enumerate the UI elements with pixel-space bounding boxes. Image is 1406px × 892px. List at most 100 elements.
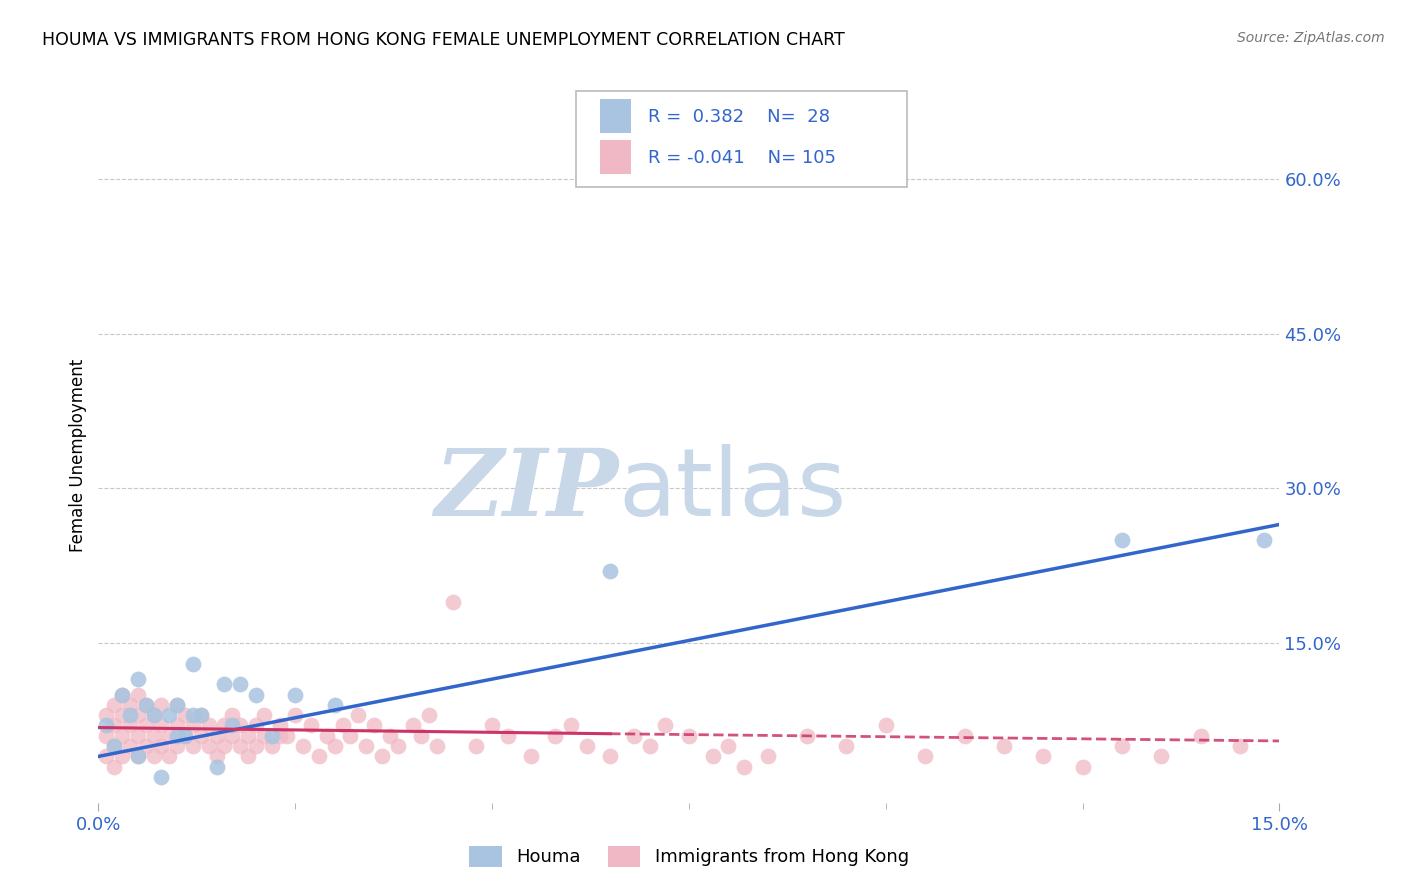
Point bbox=[599, 749, 621, 764]
Point bbox=[181, 657, 204, 671]
Point bbox=[142, 749, 165, 764]
Point bbox=[953, 729, 976, 743]
Point bbox=[308, 749, 330, 764]
Point bbox=[875, 718, 897, 732]
Point bbox=[323, 739, 346, 753]
Point bbox=[150, 698, 173, 712]
Point bbox=[426, 739, 449, 753]
Point bbox=[166, 729, 188, 743]
Point bbox=[1150, 749, 1173, 764]
Point bbox=[269, 729, 291, 743]
Point bbox=[181, 718, 204, 732]
Point bbox=[135, 698, 157, 712]
Text: Source: ZipAtlas.com: Source: ZipAtlas.com bbox=[1237, 31, 1385, 45]
Point bbox=[111, 708, 134, 723]
Point bbox=[236, 729, 259, 743]
Point bbox=[418, 708, 440, 723]
Point bbox=[1253, 533, 1275, 547]
Point bbox=[142, 708, 165, 723]
Point bbox=[157, 708, 180, 723]
Point bbox=[441, 595, 464, 609]
Point bbox=[190, 708, 212, 723]
Point bbox=[214, 677, 236, 691]
Point bbox=[411, 729, 433, 743]
Point bbox=[150, 718, 173, 732]
Point bbox=[118, 739, 141, 753]
Point bbox=[599, 564, 621, 578]
Point bbox=[229, 739, 252, 753]
Point bbox=[221, 708, 243, 723]
Point bbox=[205, 760, 228, 774]
Point bbox=[127, 688, 149, 702]
Point bbox=[103, 698, 125, 712]
Point bbox=[127, 672, 149, 686]
Point bbox=[174, 729, 197, 743]
Point bbox=[323, 698, 346, 712]
Point bbox=[733, 760, 755, 774]
Point bbox=[103, 739, 125, 753]
Point bbox=[229, 677, 252, 691]
Point bbox=[339, 729, 361, 743]
Point bbox=[993, 739, 1015, 753]
Point bbox=[575, 739, 598, 753]
Point bbox=[150, 739, 173, 753]
Text: HOUMA VS IMMIGRANTS FROM HONG KONG FEMALE UNEMPLOYMENT CORRELATION CHART: HOUMA VS IMMIGRANTS FROM HONG KONG FEMAL… bbox=[42, 31, 845, 49]
Point bbox=[544, 729, 567, 743]
Point bbox=[387, 739, 409, 753]
Point bbox=[127, 749, 149, 764]
Point bbox=[166, 698, 188, 712]
Point bbox=[127, 729, 149, 743]
Point bbox=[166, 698, 188, 712]
Point bbox=[284, 708, 307, 723]
Point bbox=[245, 739, 267, 753]
Point bbox=[347, 708, 370, 723]
Point bbox=[96, 718, 118, 732]
Text: R = -0.041    N= 105: R = -0.041 N= 105 bbox=[648, 149, 837, 167]
Point bbox=[378, 729, 401, 743]
Point bbox=[496, 729, 519, 743]
Point bbox=[111, 688, 134, 702]
Point bbox=[103, 718, 125, 732]
Point bbox=[638, 739, 661, 753]
Point bbox=[150, 770, 173, 784]
Point bbox=[181, 708, 204, 723]
Point bbox=[135, 698, 157, 712]
Point bbox=[205, 749, 228, 764]
Point bbox=[157, 749, 180, 764]
Point bbox=[835, 739, 858, 753]
Point bbox=[174, 729, 197, 743]
Point bbox=[1111, 739, 1133, 753]
Point bbox=[181, 739, 204, 753]
Point bbox=[118, 698, 141, 712]
Text: atlas: atlas bbox=[619, 443, 846, 536]
Point bbox=[269, 718, 291, 732]
Point bbox=[623, 729, 645, 743]
Text: R =  0.382    N=  28: R = 0.382 N= 28 bbox=[648, 108, 830, 126]
Point bbox=[118, 708, 141, 723]
Point bbox=[111, 729, 134, 743]
Point bbox=[96, 708, 118, 723]
Point bbox=[253, 708, 276, 723]
Point bbox=[332, 718, 354, 732]
Point bbox=[142, 729, 165, 743]
Point bbox=[127, 749, 149, 764]
Point bbox=[260, 729, 283, 743]
Point bbox=[221, 718, 243, 732]
Point bbox=[1111, 533, 1133, 547]
Point bbox=[654, 718, 676, 732]
Point bbox=[166, 739, 188, 753]
Point bbox=[214, 718, 236, 732]
Point bbox=[96, 749, 118, 764]
Point bbox=[520, 749, 543, 764]
Point bbox=[402, 718, 425, 732]
Point bbox=[142, 708, 165, 723]
Point bbox=[276, 729, 298, 743]
Point bbox=[190, 729, 212, 743]
Point bbox=[481, 718, 503, 732]
Point bbox=[190, 708, 212, 723]
Point bbox=[111, 688, 134, 702]
Point bbox=[354, 739, 377, 753]
Point bbox=[229, 718, 252, 732]
Point bbox=[284, 688, 307, 702]
Point bbox=[245, 688, 267, 702]
